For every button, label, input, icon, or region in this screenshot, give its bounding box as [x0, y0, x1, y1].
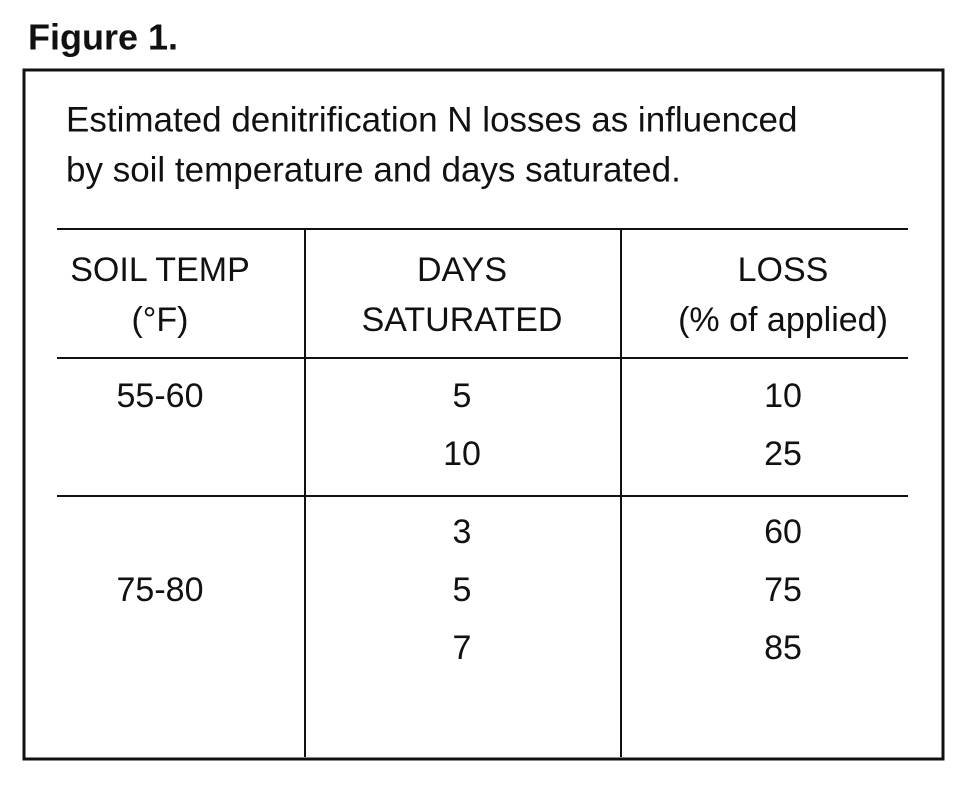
cell: 55-60: [117, 377, 204, 415]
cell: 5: [453, 377, 472, 415]
caption-line: by soil temperature and days saturated.: [66, 150, 681, 189]
cell: 85: [764, 629, 802, 667]
column-header: SATURATED: [362, 301, 563, 339]
cell: 75-80: [117, 571, 204, 609]
column-header: (% of applied): [678, 301, 888, 339]
caption-line: Estimated denitrification N losses as in…: [66, 100, 797, 139]
cell: 10: [443, 435, 481, 473]
cell: 60: [764, 513, 802, 551]
frame: [22, 68, 945, 761]
cell: 3: [453, 513, 472, 551]
cell: 7: [453, 629, 472, 667]
column-header: LOSS: [738, 251, 829, 289]
cell: 5: [453, 571, 472, 609]
cell: 25: [764, 435, 802, 473]
cell: 75: [764, 571, 802, 609]
cell: 10: [764, 377, 802, 415]
column-header: SOIL TEMP: [70, 251, 250, 289]
column-header: DAYS: [417, 251, 507, 289]
figure-label: Figure 1.: [28, 17, 178, 58]
column-header: (°F): [131, 301, 188, 339]
